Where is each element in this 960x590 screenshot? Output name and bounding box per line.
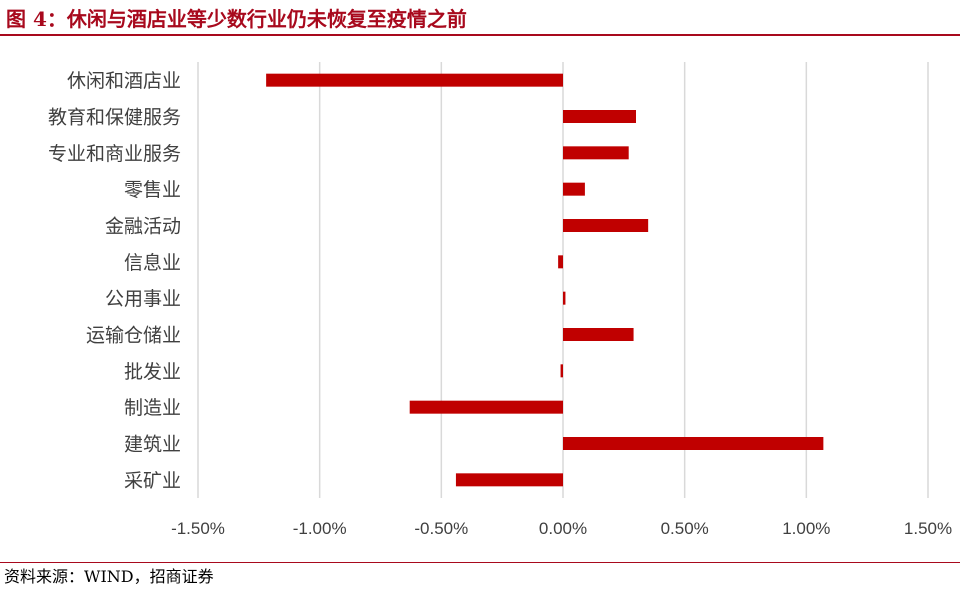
bar xyxy=(563,437,824,450)
category-label: 运输仓储业 xyxy=(86,325,181,347)
x-tick-labels: -1.50% -1.00% -0.50% 0.00% 0.50% 1.00% 1.50% xyxy=(171,519,952,538)
bar xyxy=(563,182,585,196)
bar xyxy=(409,400,563,414)
x-tick-label: 1.50% xyxy=(904,519,952,538)
category-label: 专业和商业服务 xyxy=(48,143,181,165)
bar xyxy=(558,255,563,269)
bar xyxy=(560,364,563,378)
x-tick-label: -0.50% xyxy=(414,519,468,538)
figure-title: 图 4：休闲与酒店业等少数行业仍未恢复至疫情之前 xyxy=(6,7,467,31)
bar xyxy=(266,73,563,87)
bars xyxy=(266,73,824,487)
bar xyxy=(563,110,636,123)
x-tick-label: 1.00% xyxy=(782,519,830,538)
x-tick-label: 0.50% xyxy=(661,519,709,538)
category-label: 公用事业 xyxy=(105,288,181,310)
category-label: 信息业 xyxy=(124,252,181,274)
x-tick-label: -1.50% xyxy=(171,519,225,538)
category-label: 零售业 xyxy=(124,179,181,201)
x-tick-label: 0.00% xyxy=(539,519,587,538)
footer-rule xyxy=(0,562,960,563)
bar xyxy=(563,146,629,160)
grid-lines xyxy=(197,62,929,498)
category-label: 批发业 xyxy=(124,361,181,383)
category-label: 采矿业 xyxy=(124,470,181,492)
category-label: 休闲和酒店业 xyxy=(67,70,181,92)
title-rule xyxy=(0,34,960,36)
category-label: 教育和保健服务 xyxy=(48,107,181,129)
bar xyxy=(455,473,563,487)
category-label: 制造业 xyxy=(124,397,181,419)
bar-chart: 休闲和酒店业教育和保健服务专业和商业服务零售业金融活动信息业公用事业运输仓储业批… xyxy=(48,62,952,538)
x-tick-label: -1.00% xyxy=(293,519,347,538)
category-label: 建筑业 xyxy=(124,434,181,456)
bar xyxy=(563,291,566,305)
category-label: 金融活动 xyxy=(105,216,181,238)
category-labels: 休闲和酒店业教育和保健服务专业和商业服务零售业金融活动信息业公用事业运输仓储业批… xyxy=(48,70,181,492)
bar xyxy=(563,219,649,232)
bar xyxy=(563,328,634,341)
source-note: 资料来源：WIND，招商证券 xyxy=(4,567,214,586)
